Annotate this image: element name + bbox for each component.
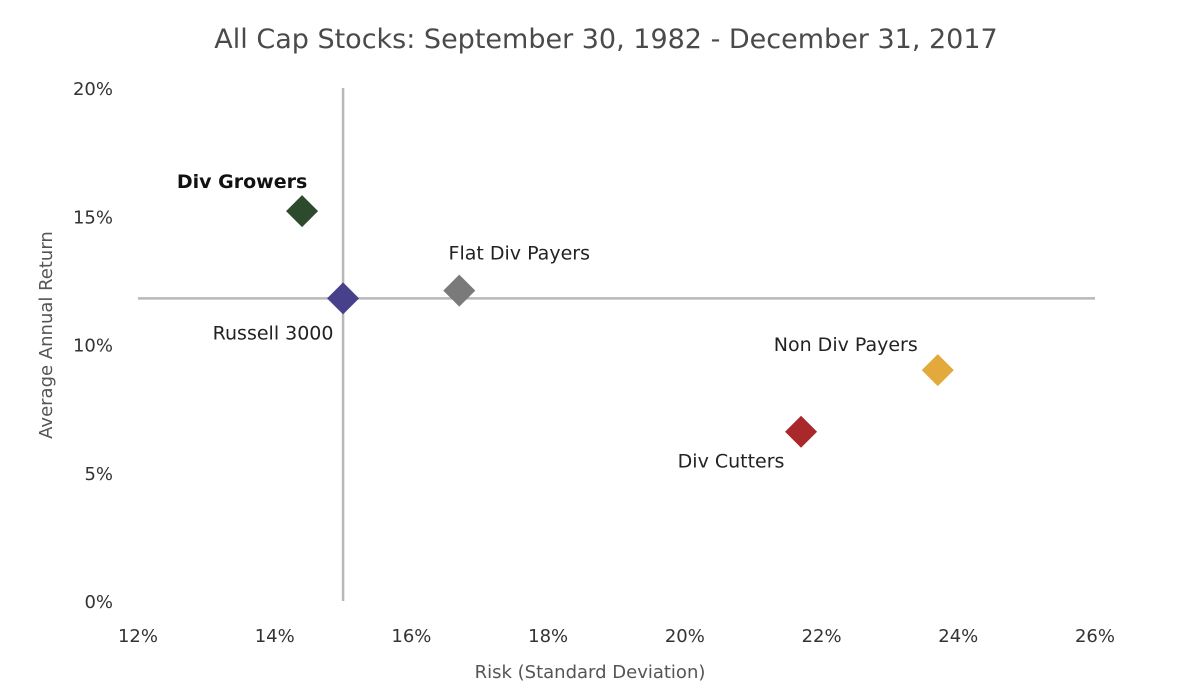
- y-tick-label: 10%: [73, 336, 113, 357]
- label-non-div-payers: Non Div Payers: [774, 334, 918, 356]
- x-axis-ticks: 12% 14% 16% 18% 20% 22% 24% 26%: [118, 626, 1115, 647]
- x-tick-label: 20%: [665, 626, 705, 647]
- point-div-growers: [286, 195, 319, 228]
- y-tick-label: 20%: [73, 79, 113, 100]
- y-axis-ticks: 0% 5% 10% 15% 20%: [73, 79, 113, 613]
- x-tick-label: 26%: [1075, 626, 1115, 647]
- x-tick-label: 24%: [938, 626, 978, 647]
- label-div-cutters: Div Cutters: [678, 451, 785, 473]
- point-non-div-payers: [921, 354, 954, 387]
- x-axis-label: Risk (Standard Deviation): [475, 662, 706, 683]
- point-div-cutters: [785, 415, 818, 448]
- y-tick-label: 5%: [84, 464, 113, 485]
- x-tick-label: 22%: [802, 626, 842, 647]
- y-axis-label: Average Annual Return: [36, 231, 57, 439]
- data-points: [286, 195, 954, 448]
- y-tick-label: 15%: [73, 207, 113, 228]
- y-tick-label: 0%: [84, 592, 113, 613]
- reference-lines: [138, 88, 1095, 601]
- chart-title: All Cap Stocks: September 30, 1982 - Dec…: [214, 24, 997, 55]
- label-flat-div-payers: Flat Div Payers: [449, 243, 590, 265]
- x-tick-label: 18%: [528, 626, 568, 647]
- point-flat-div-payers: [443, 274, 476, 307]
- x-tick-label: 14%: [255, 626, 295, 647]
- x-tick-label: 16%: [391, 626, 431, 647]
- data-labels: Div Growers Russell 3000 Flat Div Payers No…: [177, 171, 918, 473]
- point-russell-3000: [327, 282, 360, 315]
- label-russell-3000: Russell 3000: [213, 322, 334, 344]
- x-tick-label: 12%: [118, 626, 158, 647]
- label-div-growers: Div Growers: [177, 171, 307, 193]
